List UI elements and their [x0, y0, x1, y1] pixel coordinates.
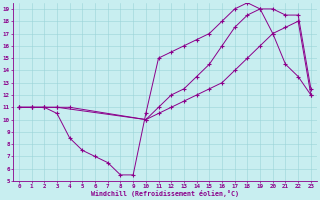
X-axis label: Windchill (Refroidissement éolien,°C): Windchill (Refroidissement éolien,°C): [91, 190, 239, 197]
